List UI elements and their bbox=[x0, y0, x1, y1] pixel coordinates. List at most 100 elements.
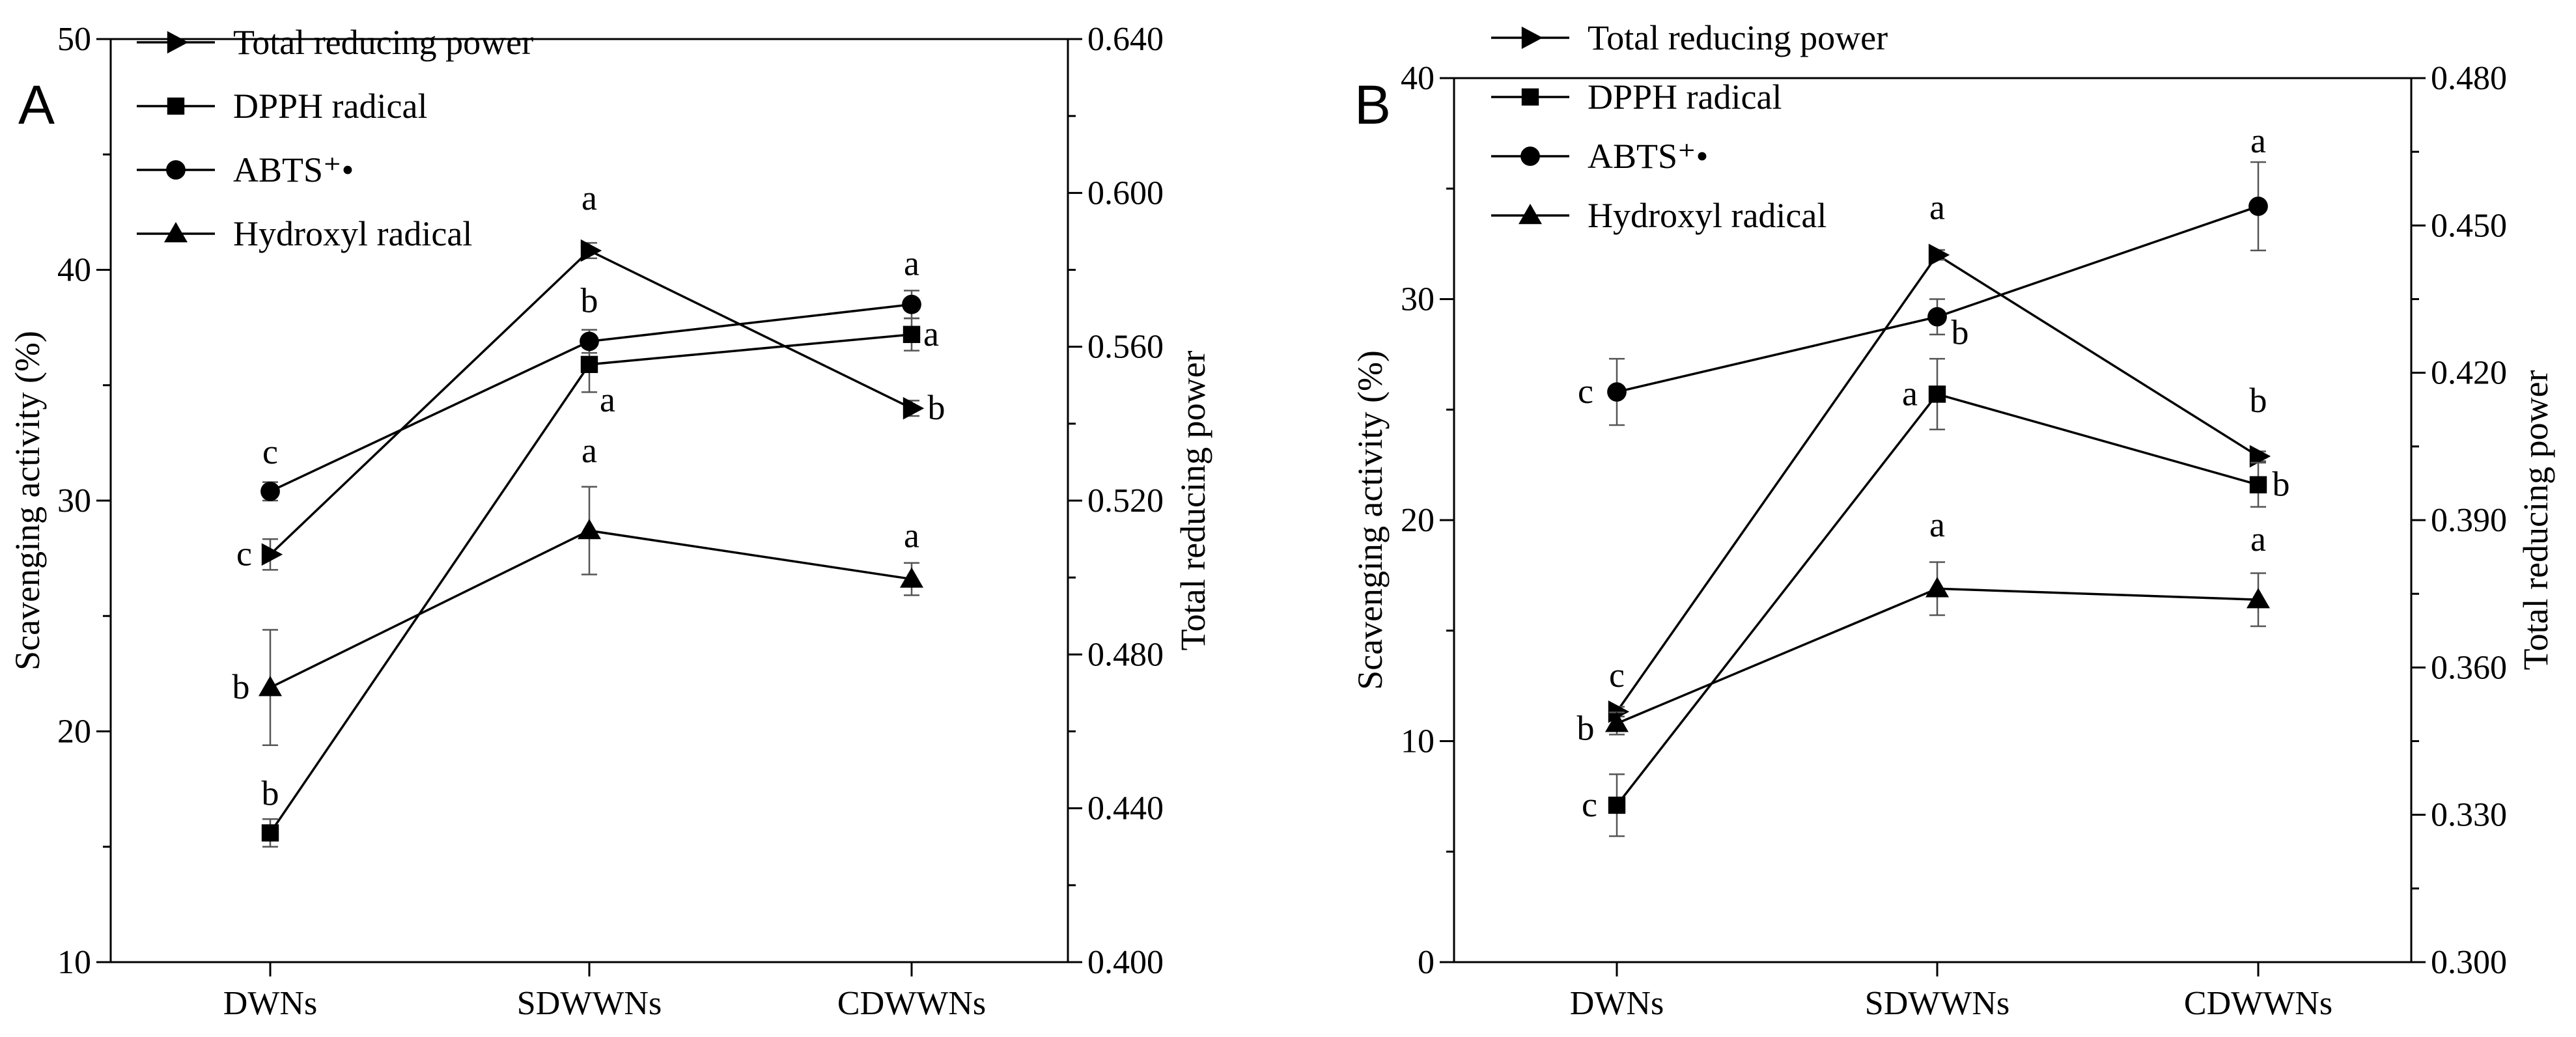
legend-marker bbox=[1521, 26, 1543, 49]
x-axis-tick-label: DWNs bbox=[223, 985, 317, 1022]
data-point bbox=[261, 543, 283, 566]
right-axis-tick-label: 0.640 bbox=[1087, 21, 1164, 58]
significance-letter: b bbox=[928, 388, 945, 427]
significance-letter: c bbox=[1609, 656, 1625, 695]
significance-letter: a bbox=[1902, 374, 1918, 413]
significance-letter: b bbox=[2273, 465, 2290, 504]
right-axis-tick-label: 0.440 bbox=[1087, 790, 1164, 827]
legend-marker bbox=[1520, 146, 1540, 166]
x-axis-tick-label: DWNs bbox=[1570, 985, 1664, 1022]
data-point bbox=[2249, 476, 2267, 493]
y2-axis-title: Total reducing power bbox=[1173, 350, 1212, 650]
x-axis-tick-label: CDWWNs bbox=[2184, 985, 2332, 1022]
data-point bbox=[580, 331, 599, 352]
legend-marker bbox=[1519, 204, 1542, 225]
data-point bbox=[1925, 577, 1949, 598]
panel-label: B bbox=[1354, 74, 1391, 135]
significance-letter: b bbox=[581, 281, 598, 320]
x-axis-tick-label: SDWWNs bbox=[1865, 985, 2009, 1022]
significance-letter: a bbox=[2250, 519, 2266, 559]
right-axis-tick-label: 0.360 bbox=[2431, 649, 2507, 686]
left-axis-tick-label: 30 bbox=[1401, 281, 1435, 318]
right-axis-tick-label: 0.600 bbox=[1087, 174, 1164, 212]
significance-letter: c bbox=[236, 534, 252, 574]
legend-marker bbox=[167, 97, 185, 115]
data-point bbox=[2248, 197, 2268, 216]
left-axis-tick-label: 20 bbox=[1401, 502, 1435, 539]
legend-label: ABTS⁺• bbox=[1588, 137, 1708, 176]
left-axis-tick-label: 30 bbox=[57, 482, 91, 519]
legend-marker bbox=[164, 222, 188, 243]
significance-letter: a bbox=[923, 314, 939, 353]
legend-label: Hydroxyl radical bbox=[1588, 196, 1827, 235]
significance-letter: c bbox=[1578, 372, 1593, 411]
legend-label: Total reducing power bbox=[1588, 18, 1888, 57]
left-axis-tick-label: 0 bbox=[1418, 944, 1435, 981]
left-axis-tick-label: 10 bbox=[57, 944, 91, 981]
left-axis-tick-label: 40 bbox=[1401, 60, 1435, 97]
legend-marker bbox=[166, 160, 186, 180]
right-axis-tick-label: 0.520 bbox=[1087, 482, 1164, 519]
left-axis-tick-label: 10 bbox=[1401, 723, 1435, 760]
data-point bbox=[1607, 382, 1627, 402]
data-point bbox=[578, 519, 601, 540]
data-point bbox=[260, 481, 280, 501]
significance-letter: a bbox=[904, 516, 919, 555]
significance-letter: a bbox=[581, 431, 597, 470]
right-axis-tick-label: 0.400 bbox=[1087, 944, 1164, 981]
right-axis-tick-label: 0.560 bbox=[1087, 329, 1164, 366]
data-point bbox=[2247, 588, 2270, 609]
significance-letter: a bbox=[2250, 121, 2266, 160]
significance-letter: a bbox=[600, 380, 615, 419]
legend-label: DPPH radical bbox=[233, 87, 427, 126]
significance-letter: a bbox=[581, 178, 597, 217]
data-point bbox=[2249, 445, 2271, 468]
data-point bbox=[1608, 796, 1626, 814]
legend-marker bbox=[167, 31, 189, 54]
data-point bbox=[580, 239, 602, 262]
significance-letter: b bbox=[2250, 381, 2267, 420]
left-axis-tick-label: 40 bbox=[57, 252, 91, 289]
right-axis-tick-label: 0.390 bbox=[2431, 502, 2507, 539]
data-point bbox=[903, 325, 921, 343]
left-axis-tick-label: 20 bbox=[57, 713, 91, 751]
right-axis-tick-label: 0.480 bbox=[1087, 636, 1164, 673]
legend-label: Total reducing power bbox=[233, 23, 533, 62]
significance-letter: b bbox=[232, 667, 250, 706]
data-point bbox=[900, 567, 923, 588]
series-line bbox=[269, 333, 912, 834]
significance-letter: a bbox=[1929, 188, 1945, 227]
data-point bbox=[261, 824, 279, 842]
series-line bbox=[270, 529, 912, 689]
y2-axis-title: Total reducing power bbox=[2516, 370, 2555, 670]
significance-letter: c bbox=[262, 432, 278, 471]
x-axis-tick-label: SDWWNs bbox=[517, 985, 662, 1022]
left-axis-tick-label: 50 bbox=[57, 21, 91, 58]
legend-label: ABTS⁺• bbox=[233, 150, 354, 189]
x-axis-tick-label: CDWWNs bbox=[837, 985, 986, 1022]
significance-letter: b bbox=[262, 773, 279, 812]
data-point bbox=[1927, 307, 1947, 327]
data-point bbox=[1928, 385, 1946, 403]
right-axis-tick-label: 0.420 bbox=[2431, 355, 2507, 392]
data-point bbox=[903, 396, 925, 420]
significance-letter: a bbox=[1929, 505, 1945, 544]
data-point bbox=[259, 676, 282, 697]
y-axis-title: Scavenging activity (%) bbox=[8, 331, 47, 671]
legend-label: DPPH radical bbox=[1588, 77, 1782, 117]
legend-label: Hydroxyl radical bbox=[233, 214, 472, 253]
significance-letter: c bbox=[1582, 785, 1597, 824]
data-point bbox=[1928, 243, 1950, 266]
right-axis-tick-label: 0.330 bbox=[2431, 797, 2507, 834]
y-axis-title: Scavenging activity (%) bbox=[1351, 350, 1390, 690]
data-point bbox=[902, 294, 921, 314]
right-axis-tick-label: 0.300 bbox=[2431, 944, 2507, 981]
panel-label: A bbox=[18, 74, 55, 135]
legend-marker bbox=[1521, 88, 1539, 106]
data-point bbox=[1605, 712, 1629, 732]
data-point bbox=[580, 355, 598, 374]
significance-letter: b bbox=[1952, 313, 1969, 352]
right-axis-tick-label: 0.450 bbox=[2431, 207, 2507, 244]
